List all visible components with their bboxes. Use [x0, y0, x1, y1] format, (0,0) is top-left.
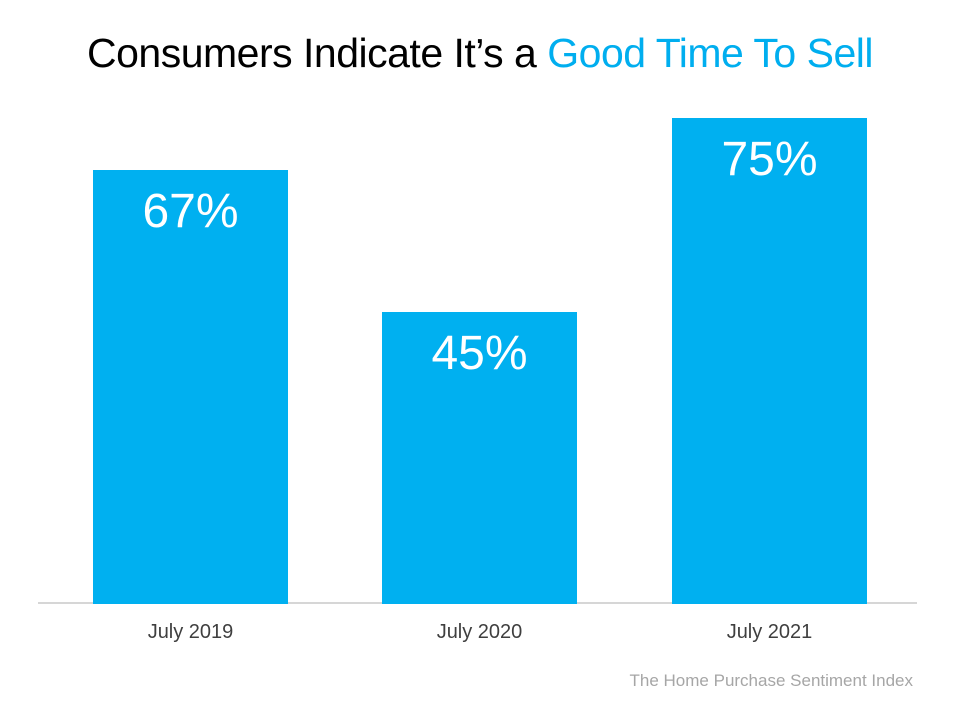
category-label-july-2019: July 2019	[147, 621, 234, 643]
source-attribution: The Home Purchase Sentiment Index	[629, 671, 913, 690]
chart-title-accent-part: Good Time To Sell	[547, 30, 873, 76]
chart-title: Consumers Indicate It’s a Good Time To S…	[0, 30, 960, 77]
bar-value-label: 75%	[721, 133, 818, 186]
category-label-july-2021: July 2021	[726, 621, 813, 643]
category-label-july-2020: July 2020	[436, 621, 523, 643]
chart-title-black-part: Consumers Indicate It’s a	[87, 30, 548, 76]
bar-group-july-2019: 67% July 2019	[93, 0, 288, 643]
bar-group-july-2021: 75% July 2021	[672, 0, 867, 643]
bar-value-label: 67%	[142, 185, 239, 238]
bar-group-july-2020: 45% July 2020	[382, 0, 577, 643]
bar-july-2021: 75%	[672, 118, 867, 604]
bar-july-2019: 67%	[93, 170, 288, 604]
bar-value-label: 45%	[431, 327, 528, 380]
bar-july-2020: 45%	[382, 312, 577, 604]
